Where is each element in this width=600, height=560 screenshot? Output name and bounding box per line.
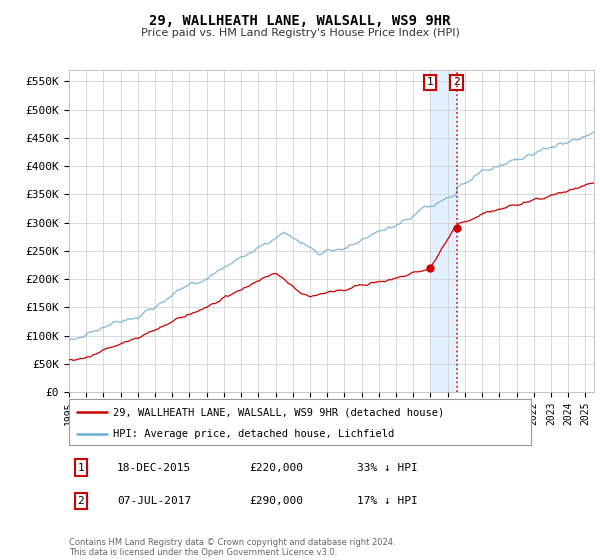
Text: 29, WALLHEATH LANE, WALSALL, WS9 9HR (detached house): 29, WALLHEATH LANE, WALSALL, WS9 9HR (de… [113,407,444,417]
Text: Contains HM Land Registry data © Crown copyright and database right 2024.
This d: Contains HM Land Registry data © Crown c… [69,538,395,557]
Text: Price paid vs. HM Land Registry's House Price Index (HPI): Price paid vs. HM Land Registry's House … [140,28,460,38]
Text: 07-JUL-2017: 07-JUL-2017 [117,496,191,506]
Text: 2: 2 [77,496,85,506]
Text: 17% ↓ HPI: 17% ↓ HPI [357,496,418,506]
Text: 1: 1 [77,463,85,473]
Text: 18-DEC-2015: 18-DEC-2015 [117,463,191,473]
Text: 33% ↓ HPI: 33% ↓ HPI [357,463,418,473]
Text: HPI: Average price, detached house, Lichfield: HPI: Average price, detached house, Lich… [113,429,394,438]
Text: £290,000: £290,000 [249,496,303,506]
Text: 2: 2 [453,77,460,87]
Text: 29, WALLHEATH LANE, WALSALL, WS9 9HR: 29, WALLHEATH LANE, WALSALL, WS9 9HR [149,14,451,28]
Text: £220,000: £220,000 [249,463,303,473]
Bar [430,70,457,392]
Text: 1: 1 [427,77,433,87]
